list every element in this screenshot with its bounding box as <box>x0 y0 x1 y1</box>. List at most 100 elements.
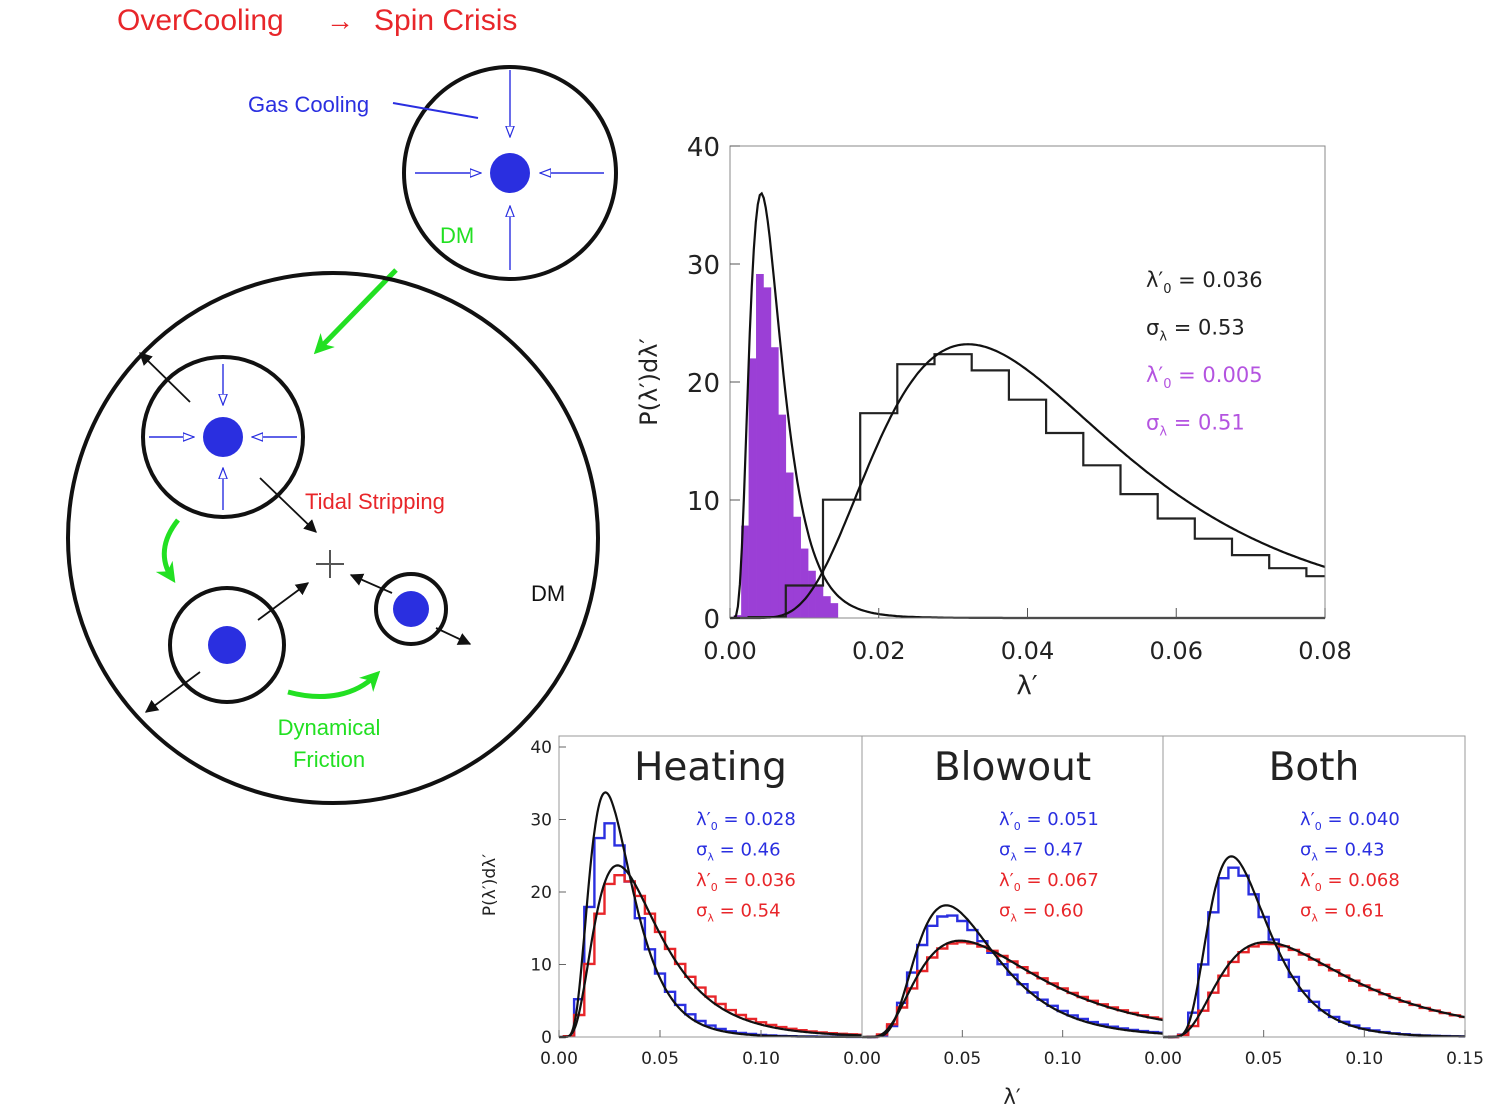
subhalo-1-outflow-arrow <box>139 352 191 403</box>
panel-1-x-tick-label: 0.00 <box>540 1049 578 1069</box>
subhalo-1-tidal-arrow <box>259 477 317 533</box>
gas-cooling-label: Gas Cooling <box>248 92 369 117</box>
histogram-series-1 <box>747 353 1325 619</box>
panel-1-stat-3: σλ = 0.54 <box>696 901 781 925</box>
tidal-stripping-label: Tidal Stripping <box>305 489 445 514</box>
filled-histogram-bar <box>763 287 772 618</box>
subhalo-2-gas-core <box>208 626 246 664</box>
panel-3-x-tick-label: 0.05 <box>1245 1049 1283 1069</box>
subhalo-2-tidal-arrow <box>257 582 310 621</box>
histogram-series-0 <box>867 914 1163 1039</box>
main-x-tick-label: 0.06 <box>1150 637 1203 665</box>
fit-curve-2 <box>862 904 1163 1039</box>
filled-histogram-bar <box>822 596 831 618</box>
small-halo-dm-label: DM <box>440 223 474 248</box>
model-panels: Heating λ′0 = 0.028 σλ = 0.46 λ′0 = 0.036 σλ… <box>480 735 1484 1109</box>
filled-histogram-bar <box>733 615 742 618</box>
main-stat-2: λ′0 = 0.005 <box>1146 363 1263 392</box>
panel-y-tick-label: 30 <box>530 811 552 831</box>
main-stat-0: λ′0 = 0.036 <box>1146 268 1263 297</box>
panel-1-title: Heating <box>634 745 787 790</box>
fit-curve-3 <box>730 343 1326 620</box>
panel-y-tick-label: 10 <box>530 956 552 976</box>
main-x-tick-label: 0.02 <box>852 637 905 665</box>
panel-3-stat-3: σλ = 0.61 <box>1300 901 1385 925</box>
panel-1-x-tick-label: 0.05 <box>641 1049 679 1069</box>
filled-histogram-bar <box>756 273 764 618</box>
panel-y-tick-label: 0 <box>541 1028 552 1048</box>
halo-center-marker <box>316 550 344 578</box>
orbit-arrow-1 <box>155 518 180 583</box>
panel-3-stat-1: σλ = 0.43 <box>1300 840 1385 864</box>
main-stat-1: σλ = 0.53 <box>1146 316 1245 345</box>
panel-2-title: Blowout <box>934 745 1091 790</box>
title-arrow: → <box>326 5 354 36</box>
small-halo-circle <box>402 65 618 281</box>
subhalo-3-tidal-arrow <box>349 573 393 594</box>
filled-histogram-bar <box>815 585 824 618</box>
large-halo-circle <box>66 271 600 805</box>
fit-curve-3 <box>1163 941 1466 1039</box>
panel-3-frame <box>1162 735 1466 1038</box>
title-overcooling: OverCooling <box>117 4 284 37</box>
subhalo-3-gas-core <box>393 591 429 627</box>
schematic-diagram: OverCooling → Spin Crisis Gas Cooling DM… <box>66 4 618 805</box>
panel-2-x-tick-label: 0.00 <box>1144 1049 1182 1069</box>
small-halo-gas-core <box>490 153 530 193</box>
filled-histogram-bar <box>793 516 801 618</box>
fit-curve-3 <box>862 939 1164 1039</box>
gas-cooling-pointer <box>392 102 479 119</box>
dynamical-friction-arrow <box>287 670 381 700</box>
main-y-tick-label: 10 <box>687 487 720 517</box>
filled-histogram-bar <box>785 472 794 618</box>
panel-1-x-tick-label: 0.00 <box>843 1049 881 1069</box>
filled-histogram-bar <box>778 414 787 618</box>
small-halo-cooling-arrows <box>415 70 604 270</box>
panel-y-tick-label: 20 <box>530 883 552 903</box>
histogram-series-1 <box>562 874 862 1038</box>
large-halo-dm-label: DM <box>531 581 565 606</box>
subhalo-2-outflow-arrow <box>144 671 201 713</box>
panels-y-axis-label: P(λ′)dλ′ <box>480 854 500 916</box>
panel-3-x-tick-label: 0.10 <box>1345 1049 1383 1069</box>
merge-arrow <box>313 268 398 355</box>
filled-histogram-bar <box>748 358 757 618</box>
main-y-tick-label: 30 <box>687 251 720 281</box>
panel-2-stat-2: λ′0 = 0.067 <box>999 870 1099 894</box>
panel-2-stat-0: λ′0 = 0.051 <box>999 809 1099 833</box>
main-y-tick-label: 40 <box>687 133 720 163</box>
filled-histogram-bar <box>830 603 839 618</box>
histogram-series-1 <box>1168 942 1465 1039</box>
panel-y-tick-label: 40 <box>530 738 552 758</box>
friction-label: Friction <box>293 747 365 772</box>
histogram-series-1 <box>865 941 1163 1039</box>
main-stat-3: σλ = 0.51 <box>1146 411 1245 440</box>
main-x-tick-label: 0.00 <box>703 637 756 665</box>
fit-curve-3 <box>559 864 862 1039</box>
fit-curve-2 <box>1163 855 1465 1039</box>
main-y-tick-label: 0 <box>703 605 720 635</box>
panel-1-stat-1: σλ = 0.46 <box>696 840 781 864</box>
main-x-tick-label: 0.08 <box>1298 637 1351 665</box>
panel-3-title: Both <box>1269 745 1360 790</box>
main-spin-chart: 0.00 0.02 0.04 0.06 0.08 0 10 20 30 40 λ′0 = 0.03… <box>635 133 1352 701</box>
panel-1-x-tick-label: 0.10 <box>742 1049 780 1069</box>
title-spin-crisis: Spin Crisis <box>374 4 517 37</box>
panel-2-x-tick-label: 0.05 <box>943 1049 981 1069</box>
panel-3-x-tick-label: 0.15 <box>1446 1049 1484 1069</box>
subhalo-1-cooling-arrows <box>149 364 297 510</box>
main-y-axis-label: P(λ′)dλ′ <box>635 338 663 426</box>
filled-histogram-bar <box>808 570 816 618</box>
filled-histogram-bar <box>800 548 809 618</box>
subhalo-2-circle <box>168 586 286 704</box>
panel-2-stat-1: σλ = 0.47 <box>999 840 1084 864</box>
main-x-tick-label: 0.04 <box>1001 637 1054 665</box>
subhalo-1-gas-core <box>203 417 243 457</box>
subhalo-1-circle <box>141 355 305 519</box>
main-x-axis-label: λ′ <box>1016 671 1037 701</box>
panel-2-x-tick-label: 0.10 <box>1044 1049 1082 1069</box>
panels-x-axis-label: λ′ <box>1003 1085 1020 1109</box>
dynamical-label: Dynamical <box>278 715 381 740</box>
main-y-tick-label: 20 <box>687 369 720 399</box>
